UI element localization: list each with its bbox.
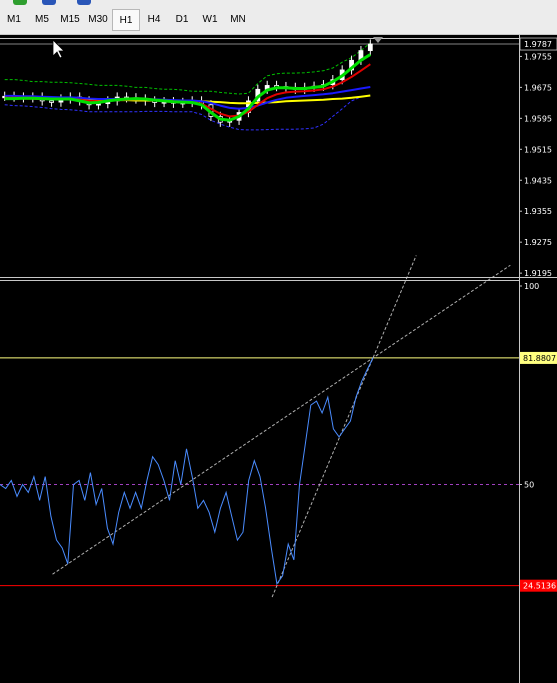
level-label-low: 24.5136 <box>523 582 556 591</box>
price-axis-label: 1.9675 <box>524 83 552 92</box>
timeframe-button-m5[interactable]: M5 <box>35 14 49 25</box>
price-axis-label: 1.9275 <box>524 238 552 247</box>
price-axis-label: 1.9195 <box>524 269 552 278</box>
mouse-cursor-icon <box>52 39 65 59</box>
price-axis-label: 1.9515 <box>524 145 552 154</box>
current-price-label: 1.9787 <box>524 40 552 49</box>
trend-line-lower[interactable] <box>271 255 417 598</box>
level-badge-low <box>520 579 557 592</box>
trading-chart[interactable]: 1.9755 1.9675 1.9595 1.9515 1.9435 1.9355 1.92… <box>0 35 557 683</box>
oscillator-axis-label: 100 <box>524 282 539 291</box>
timeframe-button-d1[interactable]: D1 <box>175 14 189 25</box>
timeframe-buttons: M1 M5 M15 M30 H1 H4 D1 W1 MN <box>0 9 252 31</box>
chart-shift-marker-icon[interactable] <box>373 37 383 43</box>
level-label-high: 81.8807 <box>523 354 556 363</box>
timeframe-button-m1[interactable]: M1 <box>7 14 21 25</box>
price-axis-label: 1.9435 <box>524 176 552 185</box>
ma-fast-line <box>4 53 372 122</box>
price-pane[interactable]: 1.9755 1.9675 1.9595 1.9515 1.9435 1.9355 1.92… <box>0 37 557 278</box>
envelope-lower-line <box>4 94 371 131</box>
timeframe-button-h1[interactable]: H1 <box>112 9 140 31</box>
oscillator-line <box>0 357 374 586</box>
envelope-upper-line <box>4 42 371 95</box>
price-axis-label: 1.9755 <box>524 52 552 61</box>
timeframe-button-m15[interactable]: M15 <box>60 14 80 25</box>
trend-line-upper[interactable] <box>52 264 511 575</box>
timeframe-button-h4[interactable]: H4 <box>147 14 161 25</box>
candle-body <box>49 100 54 103</box>
candle-body <box>367 43 373 52</box>
price-axis-label: 1.9355 <box>524 207 552 216</box>
oscillator-axis-label: 50 <box>524 481 534 490</box>
timeframe-button-mn[interactable]: MN <box>230 14 246 25</box>
chart-background <box>0 35 557 683</box>
ma-slow-line <box>4 86 371 110</box>
navigator-icon[interactable] <box>77 0 91 5</box>
oscillator-pane[interactable]: 100 50 81.8807 24.5136 <box>0 255 557 598</box>
toolbar-icons-row <box>0 0 557 6</box>
chart-settings-icon[interactable] <box>42 0 56 5</box>
timeframe-button-m30[interactable]: M30 <box>88 14 108 25</box>
timeframe-button-w1[interactable]: W1 <box>202 14 218 25</box>
price-axis-label: 1.9595 <box>524 114 552 123</box>
timeframe-toolbar: M1 M5 M15 M30 H1 H4 D1 W1 MN <box>0 0 557 35</box>
chart-frame <box>0 35 557 683</box>
new-order-icon[interactable] <box>13 0 27 5</box>
level-badge-high <box>520 351 557 364</box>
